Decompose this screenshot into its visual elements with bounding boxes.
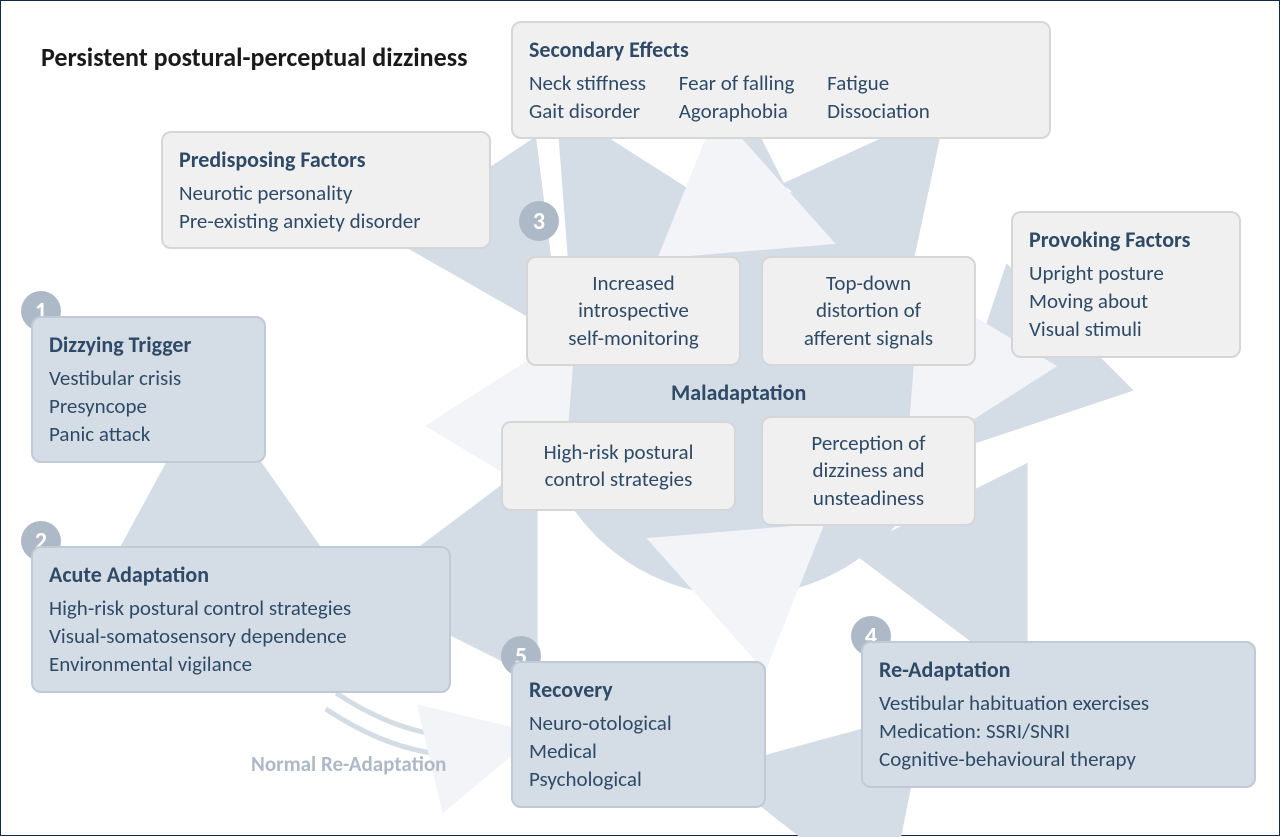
recovery-body: Neuro-otological Medical Psychological (529, 709, 748, 794)
box-predisposing: Predisposing Factors Neurotic personalit… (161, 131, 491, 249)
trigger-body: Vestibular crisis Presyncope Panic attac… (49, 364, 248, 449)
predisposing-body: Neurotic personality Pre-existing anxiet… (179, 179, 473, 236)
provoking-heading: Provoking Factors (1029, 225, 1223, 255)
cycle-node-top-right: Top-down distortion of afferent signals (761, 256, 976, 366)
arrow-cycle-to-readapt (941, 541, 1001, 631)
provoking-body: Upright posture Moving about Visual stim… (1029, 259, 1223, 344)
box-acute: Acute Adaptation High-risk postural cont… (31, 546, 451, 693)
cycle-node-bot-right: Perception of dizziness and unsteadiness (761, 416, 976, 526)
arrow-readapt-to-recovery (771, 761, 861, 784)
secondary-col-1: Neck stiffness Gait disorder (529, 69, 646, 126)
arrow-acute-to-cycle (451, 511, 511, 576)
cycle-node-top-left: Increased introspective self-monitoring (526, 256, 741, 366)
cycle-node-bot-left: High-risk postural control strategies (501, 421, 736, 511)
box-secondary: Secondary Effects Neck stiffness Gait di… (511, 21, 1051, 139)
recovery-heading: Recovery (529, 675, 748, 705)
arrow-cycle-to-secondary-1 (581, 146, 611, 201)
normal-readaptation-label: Normal Re-Adaptation (251, 751, 446, 777)
box-provoking: Provoking Factors Upright posture Moving… (1011, 211, 1241, 358)
box-trigger: Dizzying Trigger Vestibular crisis Presy… (31, 316, 266, 463)
badge-3: 3 (519, 201, 559, 241)
secondary-heading: Secondary Effects (529, 35, 1033, 65)
box-readapt: Re-Adaptation Vestibular habituation exe… (861, 641, 1256, 788)
secondary-col-2: Fear of falling Agoraphobia (679, 69, 795, 126)
box-recovery: Recovery Neuro-otological Medical Psycho… (511, 661, 766, 808)
secondary-col-3: Fatigue Dissociation (827, 69, 930, 126)
readapt-heading: Re-Adaptation (879, 655, 1238, 685)
cycle-label: Maladaptation (671, 379, 806, 406)
arrow-normal-outer (331, 701, 506, 746)
acute-heading: Acute Adaptation (49, 560, 433, 590)
arrow-cycle-to-secondary-3 (871, 146, 916, 201)
predisposing-heading: Predisposing Factors (179, 145, 473, 175)
arrow-provoking-to-cycle (981, 361, 1031, 416)
diagram-title: Persistent postural-perceptual dizziness (41, 41, 467, 73)
arrow-trigger-to-acute (151, 471, 187, 546)
arrow-normal-inner (331, 701, 506, 746)
trigger-heading: Dizzying Trigger (49, 330, 248, 360)
acute-body: High-risk postural control strategies Vi… (49, 594, 433, 679)
diagram-canvas: Persistent postural-perceptual dizziness (0, 0, 1280, 836)
readapt-body: Vestibular habituation exercises Medicat… (879, 689, 1238, 774)
